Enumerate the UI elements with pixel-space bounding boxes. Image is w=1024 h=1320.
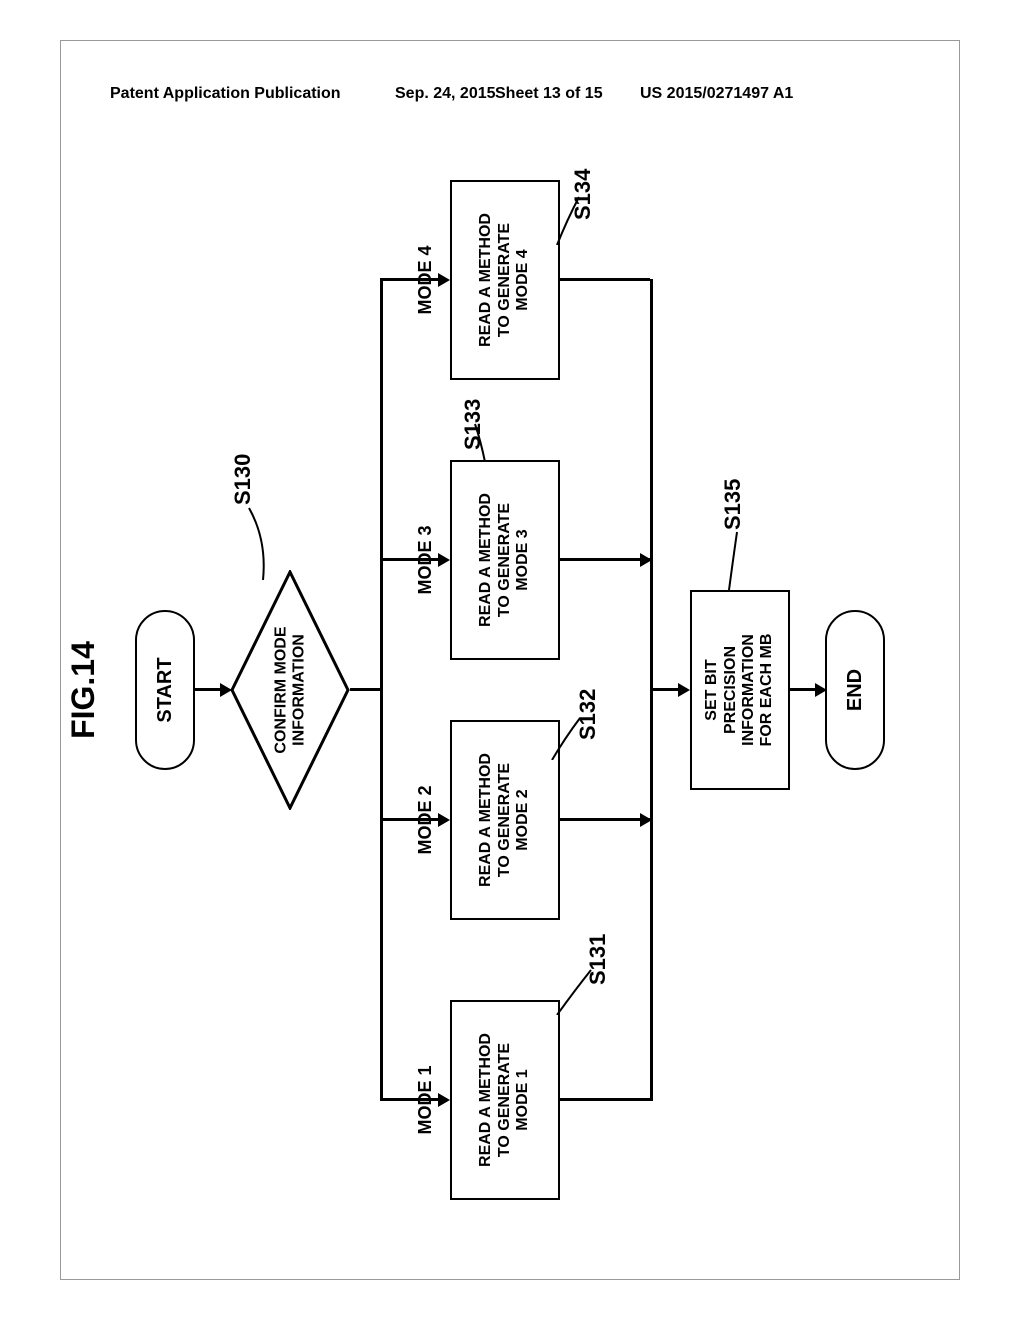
arrow-icon (438, 1093, 450, 1107)
connector (560, 559, 650, 562)
flowchart: FIG.14 START CONFIRM MODEINFORMATION S13… (115, 160, 895, 1220)
branch-label-mode3: MODE 3 (415, 525, 436, 594)
docnum-label: US 2015/0271497 A1 (640, 85, 793, 103)
leader-line (555, 965, 595, 1015)
decision-node: CONFIRM MODEINFORMATION (230, 570, 350, 810)
branch-label-mode4: MODE 4 (415, 245, 436, 314)
date-label: Sep. 24, 2015 (395, 85, 496, 103)
arrow-icon (678, 683, 690, 697)
figure-label: FIG.14 (65, 641, 102, 739)
arrow-icon (438, 813, 450, 827)
connector (790, 689, 817, 692)
connector (650, 689, 680, 692)
arrow-icon (640, 813, 652, 827)
process-mode1: READ A METHODTO GENERATEMODE 1 (450, 1000, 560, 1200)
connector (560, 819, 650, 822)
terminal-start: START (135, 610, 195, 770)
branch-label-mode2: MODE 2 (415, 785, 436, 854)
branch-label-mode1: MODE 1 (415, 1065, 436, 1134)
decision-text: CONFIRM MODEINFORMATION (272, 570, 307, 810)
process-mode4: READ A METHODTO GENERATEMODE 4 (450, 180, 560, 380)
branch-bar (380, 279, 383, 1101)
connector (560, 279, 650, 282)
connector (350, 689, 380, 692)
leader-line (245, 505, 270, 580)
process-mode2: READ A METHODTO GENERATEMODE 2 (450, 720, 560, 920)
connector (560, 1099, 650, 1102)
process-setbit: SET BITPRECISIONINFORMATIONFOR EACH MB (690, 590, 790, 790)
arrow-icon (438, 273, 450, 287)
leader-line (473, 422, 493, 462)
connector (195, 689, 222, 692)
publication-label: Patent Application Publication (110, 85, 341, 103)
process-mode3: READ A METHODTO GENERATEMODE 3 (450, 460, 560, 660)
leader-line (725, 530, 745, 590)
step-label-s130: S130 (230, 454, 256, 505)
leader-line (550, 715, 585, 760)
arrow-icon (438, 553, 450, 567)
leader-line (555, 195, 585, 245)
step-label-s135: S135 (720, 479, 746, 530)
sheet-label: Sheet 13 of 15 (495, 85, 603, 103)
arrow-icon (640, 553, 652, 567)
terminal-end: END (825, 610, 885, 770)
diagram-area: FIG.14 START CONFIRM MODEINFORMATION S13… (90, 130, 920, 1250)
